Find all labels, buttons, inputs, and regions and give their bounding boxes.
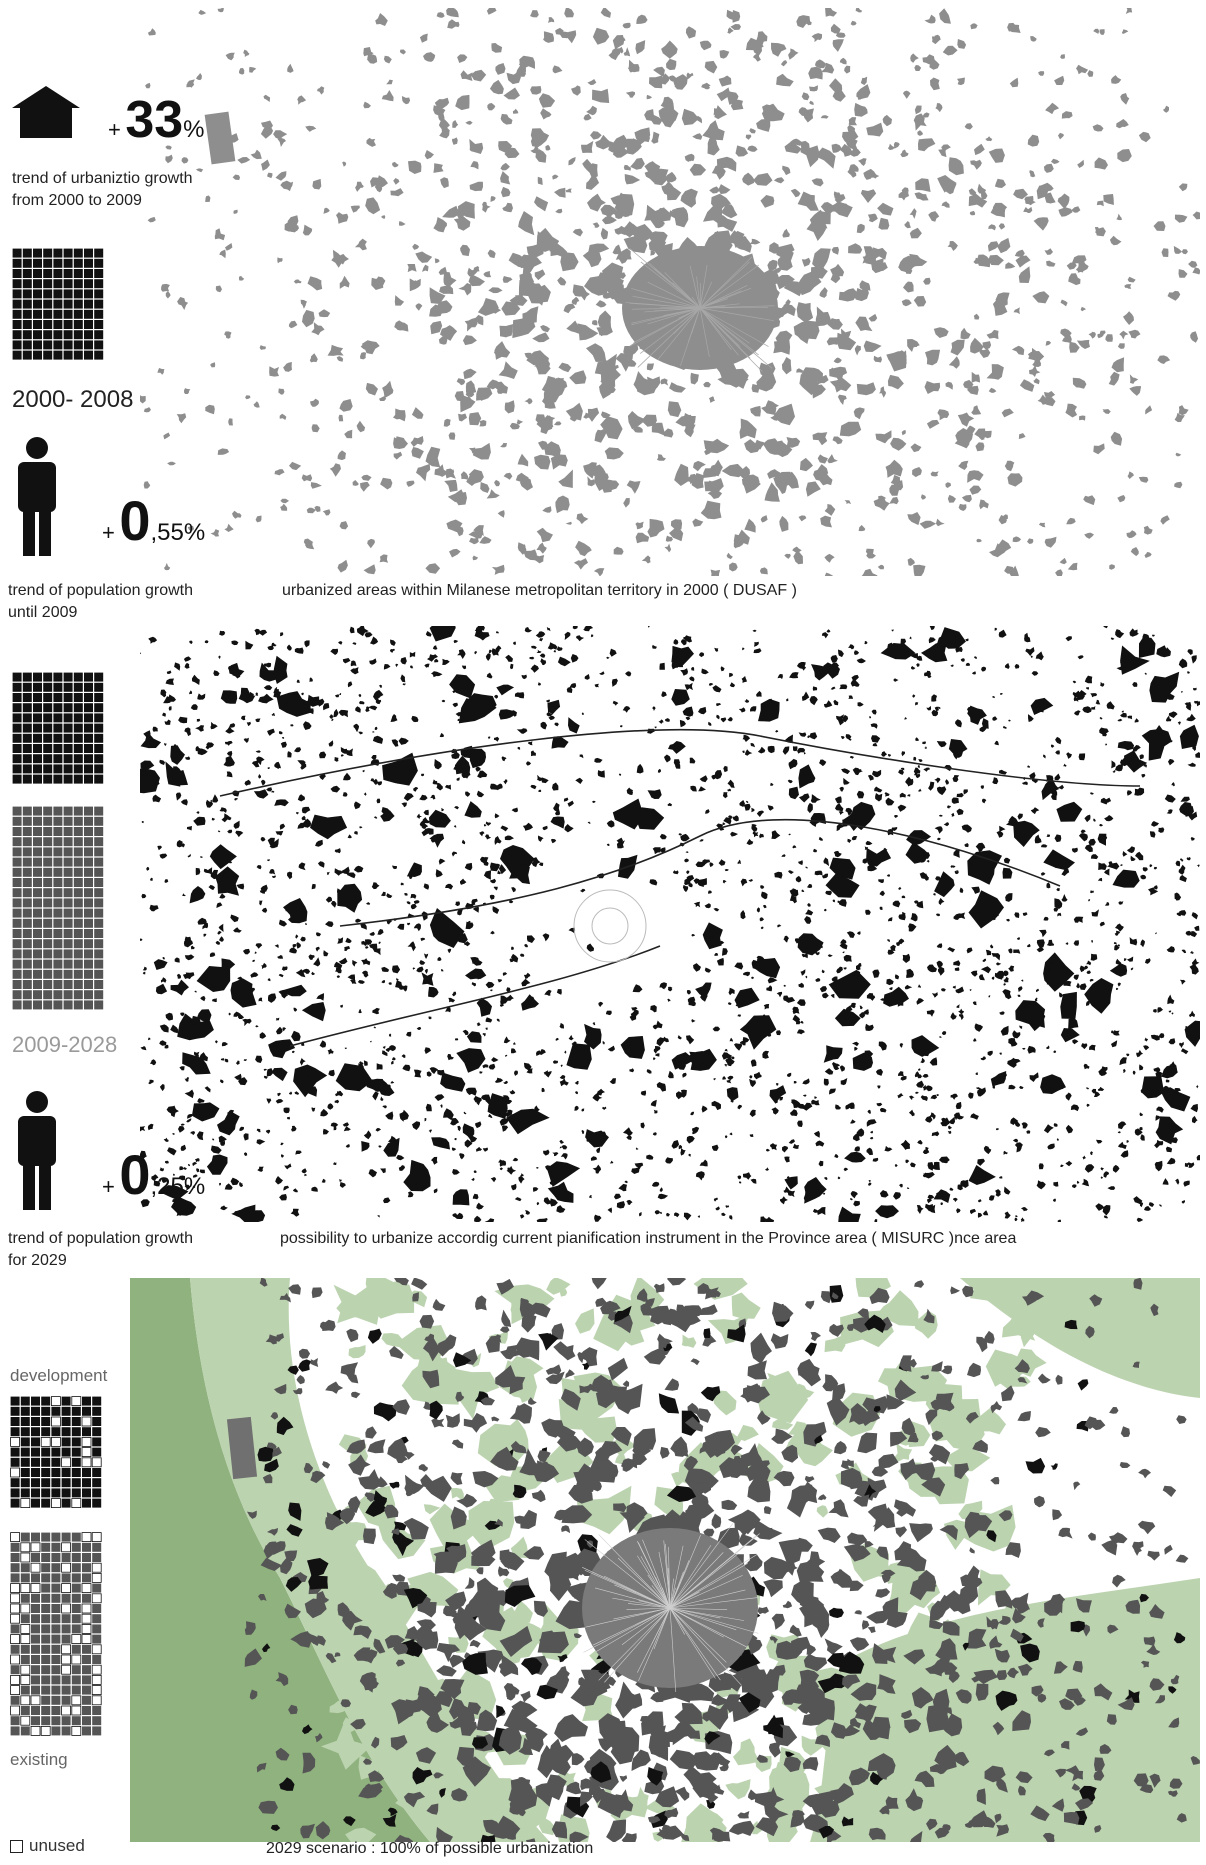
- population-growth-caption-2009: trend of population growth until 2009: [8, 582, 194, 621]
- grid-icon-existing-2009: [12, 672, 104, 786]
- map-urbanization-possibility: [140, 626, 1200, 1222]
- population-growth-stat-2029: + 0,25%: [102, 1143, 206, 1206]
- label-development: development: [10, 1366, 108, 1385]
- house-icon: [10, 84, 82, 140]
- grid-icon-2000-2008: [12, 248, 104, 360]
- grid-icon-planned-2028: [12, 806, 104, 1012]
- population-growth-stat-2009: + 0,55%: [102, 489, 206, 552]
- person-icon: [12, 436, 62, 556]
- map-urbanized-2000: [140, 8, 1200, 576]
- label-existing: existing: [10, 1750, 68, 1769]
- grid-icon-development: [10, 1396, 102, 1510]
- grid-icon-existing: [10, 1532, 102, 1738]
- map-caption-2000: urbanized areas within Milanese metropol…: [282, 582, 797, 599]
- map-2029-scenario: [130, 1278, 1200, 1842]
- map-2029-scenario-svg: [130, 1278, 1200, 1842]
- period-2009-2028: 2009-2028: [12, 1032, 118, 1057]
- map-caption-2029: 2029 scenario : 100% of possible urbaniz…: [266, 1840, 594, 1857]
- map-urbanized-2000-svg: [140, 8, 1200, 576]
- period-2000-2008: 2000- 2008: [12, 386, 134, 413]
- population-growth-caption-2029: trend of population growth for 2029: [8, 1230, 194, 1269]
- urbanization-growth-caption: trend of urbaniztio growth from 2000 to …: [12, 170, 193, 209]
- urbanization-growth-stat: + 33%: [108, 91, 205, 149]
- legend-unused: unused: [10, 1836, 85, 1856]
- unused-square-icon: [10, 1839, 23, 1853]
- map-caption-misurc: possibility to urbanize accordig current…: [280, 1230, 1017, 1247]
- person-icon-2029: [12, 1090, 62, 1210]
- map-urbanization-possibility-svg: [140, 626, 1200, 1222]
